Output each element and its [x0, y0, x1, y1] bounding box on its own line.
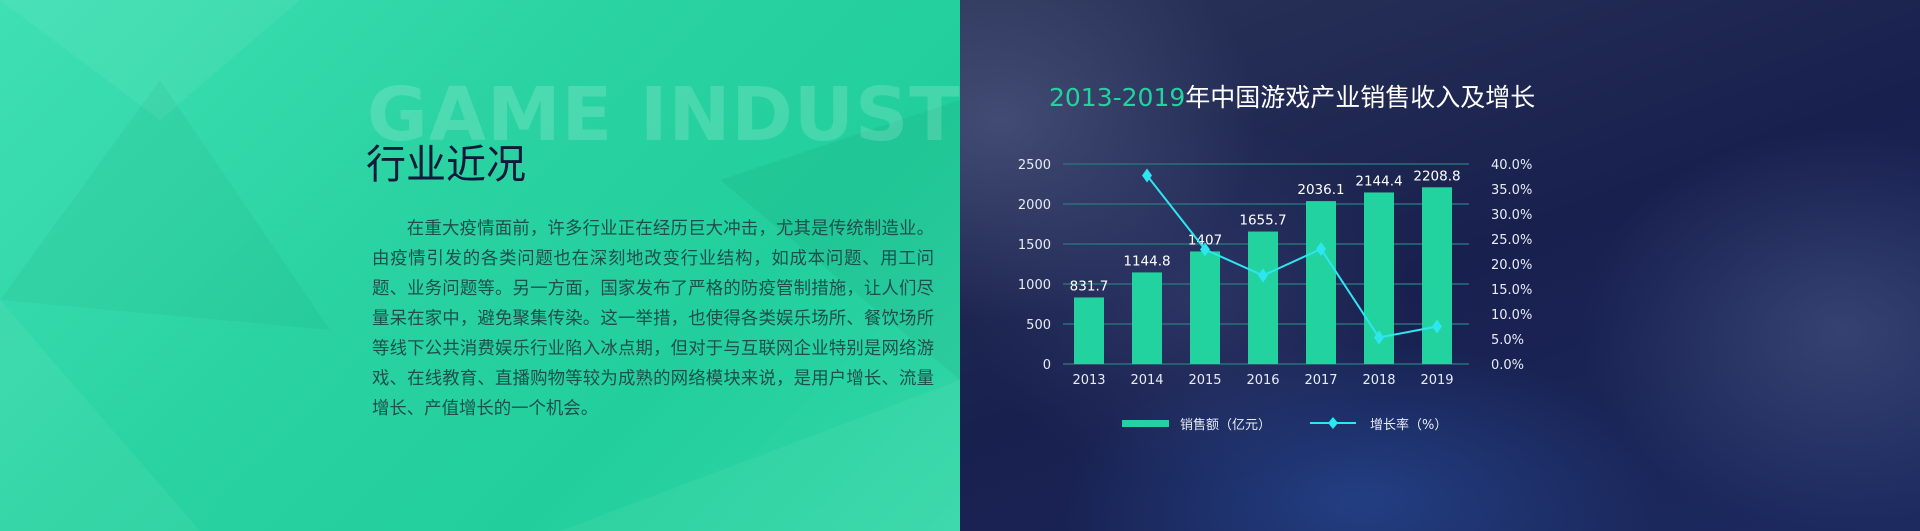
legend-bar-label: 销售额（亿元） — [1180, 417, 1271, 433]
bar-2016 — [1248, 231, 1278, 364]
chart-title-text: 年中国游戏产业销售收入及增长 — [1185, 83, 1536, 112]
y-left-tick-label: 2000 — [1018, 198, 1051, 213]
growth-line — [1146, 174, 1438, 339]
y-left-tick-label: 2500 — [1018, 158, 1051, 173]
legend-diamond-icon — [1328, 417, 1338, 429]
bar-data-label: 2208.8 — [1413, 168, 1460, 184]
bar-2014 — [1132, 272, 1162, 364]
y-left-tick-label: 1500 — [1018, 238, 1051, 253]
bar-2017 — [1306, 201, 1336, 364]
growth-marker — [1316, 242, 1326, 256]
bar-data-label: 831.7 — [1070, 278, 1109, 294]
y-right-tick-label: 15.0% — [1491, 283, 1532, 298]
y-right-tick-label: 35.0% — [1491, 183, 1532, 198]
y-right-tick-label: 25.0% — [1491, 233, 1532, 248]
y-left-tick-label: 1000 — [1018, 278, 1051, 293]
y-right-tick-label: 10.0% — [1491, 308, 1532, 323]
legend-bar-swatch — [1122, 420, 1169, 427]
bar-2015 — [1190, 251, 1220, 364]
y-right-tick-label: 5.0% — [1491, 333, 1524, 348]
body-paragraph: 在重大疫情面前，许多行业正在经历巨大冲击，尤其是传统制造业。由疫情引发的各类问题… — [372, 219, 934, 419]
growth-marker — [1432, 319, 1442, 334]
y-right-tick-label: 0.0% — [1491, 358, 1524, 373]
x-tick-label: 2015 — [1188, 373, 1221, 388]
growth-marker — [1142, 168, 1152, 183]
x-tick-label: 2016 — [1246, 373, 1279, 388]
y-right-tick-label: 40.0% — [1491, 158, 1532, 173]
bar-2013 — [1074, 297, 1104, 364]
x-tick-label: 2018 — [1362, 373, 1395, 388]
x-tick-label: 2014 — [1130, 373, 1163, 388]
y-left-tick-label: 500 — [1026, 318, 1051, 333]
y-right-tick-label: 30.0% — [1491, 208, 1532, 223]
watermark-text: GAME INDUSTRY — [367, 72, 960, 158]
bar-data-label: 1655.7 — [1239, 213, 1286, 229]
background-polygons — [720, 100, 960, 380]
y-left-tick-label: 0 — [1043, 358, 1051, 373]
bar-data-label: 2036.1 — [1297, 182, 1344, 198]
section-heading: 行业近况 — [366, 142, 526, 188]
growth-marker — [1258, 268, 1268, 283]
x-tick-label: 2019 — [1420, 373, 1453, 388]
y-right-tick-label: 20.0% — [1491, 258, 1532, 273]
bar-data-label: 1144.8 — [1123, 253, 1170, 269]
growth-marker — [1374, 330, 1384, 345]
bar-data-label: 1407 — [1188, 232, 1222, 248]
legend-line-label: 增长率（%） — [1370, 417, 1447, 433]
bar-data-label: 2144.4 — [1355, 173, 1402, 189]
left-panel: GAME INDUSTRY 行业近况 在重大疫情面前，许多行业正在经历巨大冲击，… — [0, 0, 960, 531]
growth-marker — [1200, 242, 1210, 257]
x-tick-label: 2013 — [1072, 373, 1105, 388]
bar-2019 — [1422, 187, 1452, 364]
chart-title-years: 2013-2019 — [1049, 83, 1186, 112]
chart-title: 2013-2019年中国游戏产业销售收入及增长 — [1049, 78, 1535, 114]
x-tick-label: 2017 — [1304, 373, 1337, 388]
